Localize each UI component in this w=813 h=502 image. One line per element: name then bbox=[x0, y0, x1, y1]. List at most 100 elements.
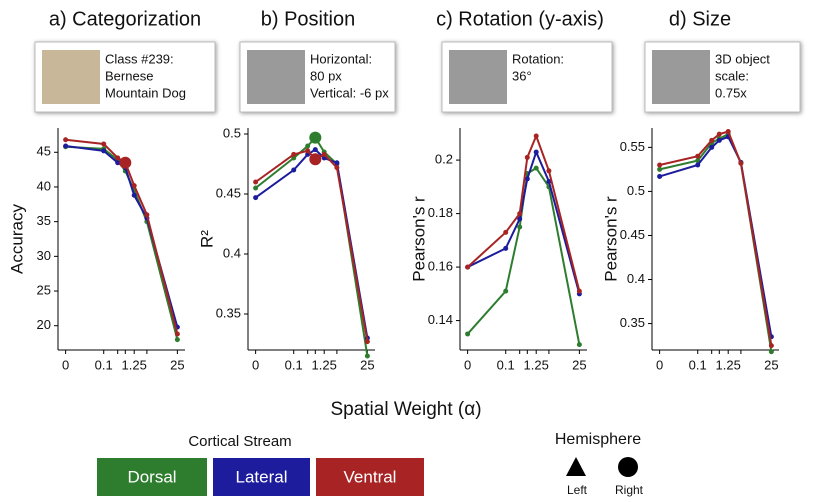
point bbox=[291, 151, 297, 157]
y-tick-label: 25 bbox=[37, 282, 51, 297]
stimulus-image bbox=[652, 50, 710, 104]
y-tick-label: 30 bbox=[37, 248, 51, 263]
y-tick-label: 0.14 bbox=[428, 312, 453, 327]
point bbox=[364, 339, 370, 345]
point bbox=[174, 337, 180, 343]
panel-title: c) Rotation (y-axis) bbox=[436, 8, 604, 30]
x-tick-label: 0.1 bbox=[497, 357, 515, 372]
panel-title: a) Categorization bbox=[49, 8, 201, 30]
y-tick-label: 0.2 bbox=[435, 152, 453, 167]
point bbox=[503, 229, 509, 235]
x-tick-label: 0 bbox=[252, 357, 259, 372]
left-icon bbox=[566, 457, 586, 476]
point bbox=[334, 165, 340, 171]
y-tick-label: 0.35 bbox=[216, 305, 241, 320]
info-text: 3D object bbox=[715, 51, 770, 66]
point bbox=[465, 331, 471, 337]
info-text: Class #239: bbox=[105, 51, 174, 66]
stimulus-image bbox=[247, 50, 305, 104]
x-tick-label: 0 bbox=[62, 357, 69, 372]
x-tick-label: 25 bbox=[572, 357, 586, 372]
x-tick-label: 1.25 bbox=[312, 357, 337, 372]
point bbox=[657, 162, 663, 168]
y-tick-label: 20 bbox=[37, 317, 51, 332]
point bbox=[334, 160, 340, 166]
point bbox=[546, 178, 552, 184]
point bbox=[716, 131, 722, 137]
point bbox=[503, 245, 509, 251]
series-line bbox=[65, 145, 179, 328]
point bbox=[517, 216, 523, 222]
info-text: 80 px bbox=[310, 68, 342, 83]
x-tick-label: 0 bbox=[656, 357, 663, 372]
info-text: Bernese bbox=[105, 68, 153, 83]
info-text: Rotation: bbox=[512, 51, 564, 66]
point bbox=[309, 131, 322, 144]
y-tick-label: 0.5 bbox=[223, 125, 241, 140]
info-text: 36° bbox=[512, 68, 532, 83]
point bbox=[695, 162, 701, 168]
y-tick-label: 0.55 bbox=[620, 139, 645, 154]
point bbox=[465, 264, 471, 270]
y-tick-label: 0.4 bbox=[223, 245, 241, 260]
point bbox=[738, 160, 744, 166]
point bbox=[517, 224, 523, 230]
point bbox=[119, 156, 132, 169]
point bbox=[312, 147, 318, 153]
point bbox=[517, 211, 523, 217]
y-tick-label: 35 bbox=[37, 213, 51, 228]
left-label: Left bbox=[567, 483, 588, 497]
point bbox=[695, 153, 701, 159]
point bbox=[657, 166, 663, 172]
point bbox=[546, 168, 552, 174]
x-tick-label: 1.25 bbox=[122, 357, 147, 372]
point bbox=[576, 342, 582, 348]
y-axis-title: Pearson's r bbox=[601, 196, 620, 282]
legend-label: Lateral bbox=[236, 467, 288, 486]
point bbox=[709, 137, 715, 143]
x-tick-label: 25 bbox=[360, 357, 374, 372]
series-line bbox=[466, 133, 581, 292]
stimulus-image bbox=[449, 50, 507, 104]
y-tick-label: 0.35 bbox=[620, 315, 645, 330]
panel-title: d) Size bbox=[669, 8, 731, 30]
right-label: Right bbox=[615, 483, 644, 497]
hemisphere-title: Hemisphere bbox=[555, 431, 641, 448]
point bbox=[533, 165, 539, 171]
y-tick-label: 0.16 bbox=[428, 259, 453, 274]
point bbox=[291, 155, 297, 161]
info-text: Vertical: -6 px bbox=[310, 85, 389, 100]
legend-title: Cortical Stream bbox=[188, 433, 291, 450]
series-line bbox=[65, 145, 179, 340]
series-line bbox=[659, 135, 773, 337]
y-axis-title: Pearson's r bbox=[409, 196, 428, 282]
x-tick-label: 0.1 bbox=[285, 357, 303, 372]
panel-title: b) Position bbox=[261, 8, 356, 30]
legend-label: Dorsal bbox=[127, 467, 176, 486]
point bbox=[524, 176, 530, 182]
legend-swatch bbox=[316, 458, 424, 496]
y-tick-label: 40 bbox=[37, 178, 51, 193]
y-axis-title: R² bbox=[197, 230, 216, 248]
series-line bbox=[255, 149, 369, 342]
point bbox=[101, 141, 107, 147]
legend-swatch bbox=[213, 458, 310, 496]
point bbox=[533, 133, 539, 139]
point bbox=[63, 137, 69, 143]
stimulus-image bbox=[42, 50, 100, 104]
point bbox=[131, 192, 137, 198]
point bbox=[576, 288, 582, 294]
y-tick-label: 0.5 bbox=[627, 183, 645, 198]
point bbox=[768, 349, 774, 355]
x-tick-label: 0.1 bbox=[689, 357, 707, 372]
point bbox=[768, 343, 774, 349]
right-icon bbox=[618, 457, 638, 477]
legend-label: Ventral bbox=[344, 467, 397, 486]
point bbox=[115, 160, 121, 166]
point bbox=[309, 153, 322, 166]
point bbox=[253, 179, 259, 185]
y-axis-title: Accuracy bbox=[7, 204, 26, 274]
point bbox=[144, 212, 150, 218]
x-tick-label: 0 bbox=[464, 357, 471, 372]
